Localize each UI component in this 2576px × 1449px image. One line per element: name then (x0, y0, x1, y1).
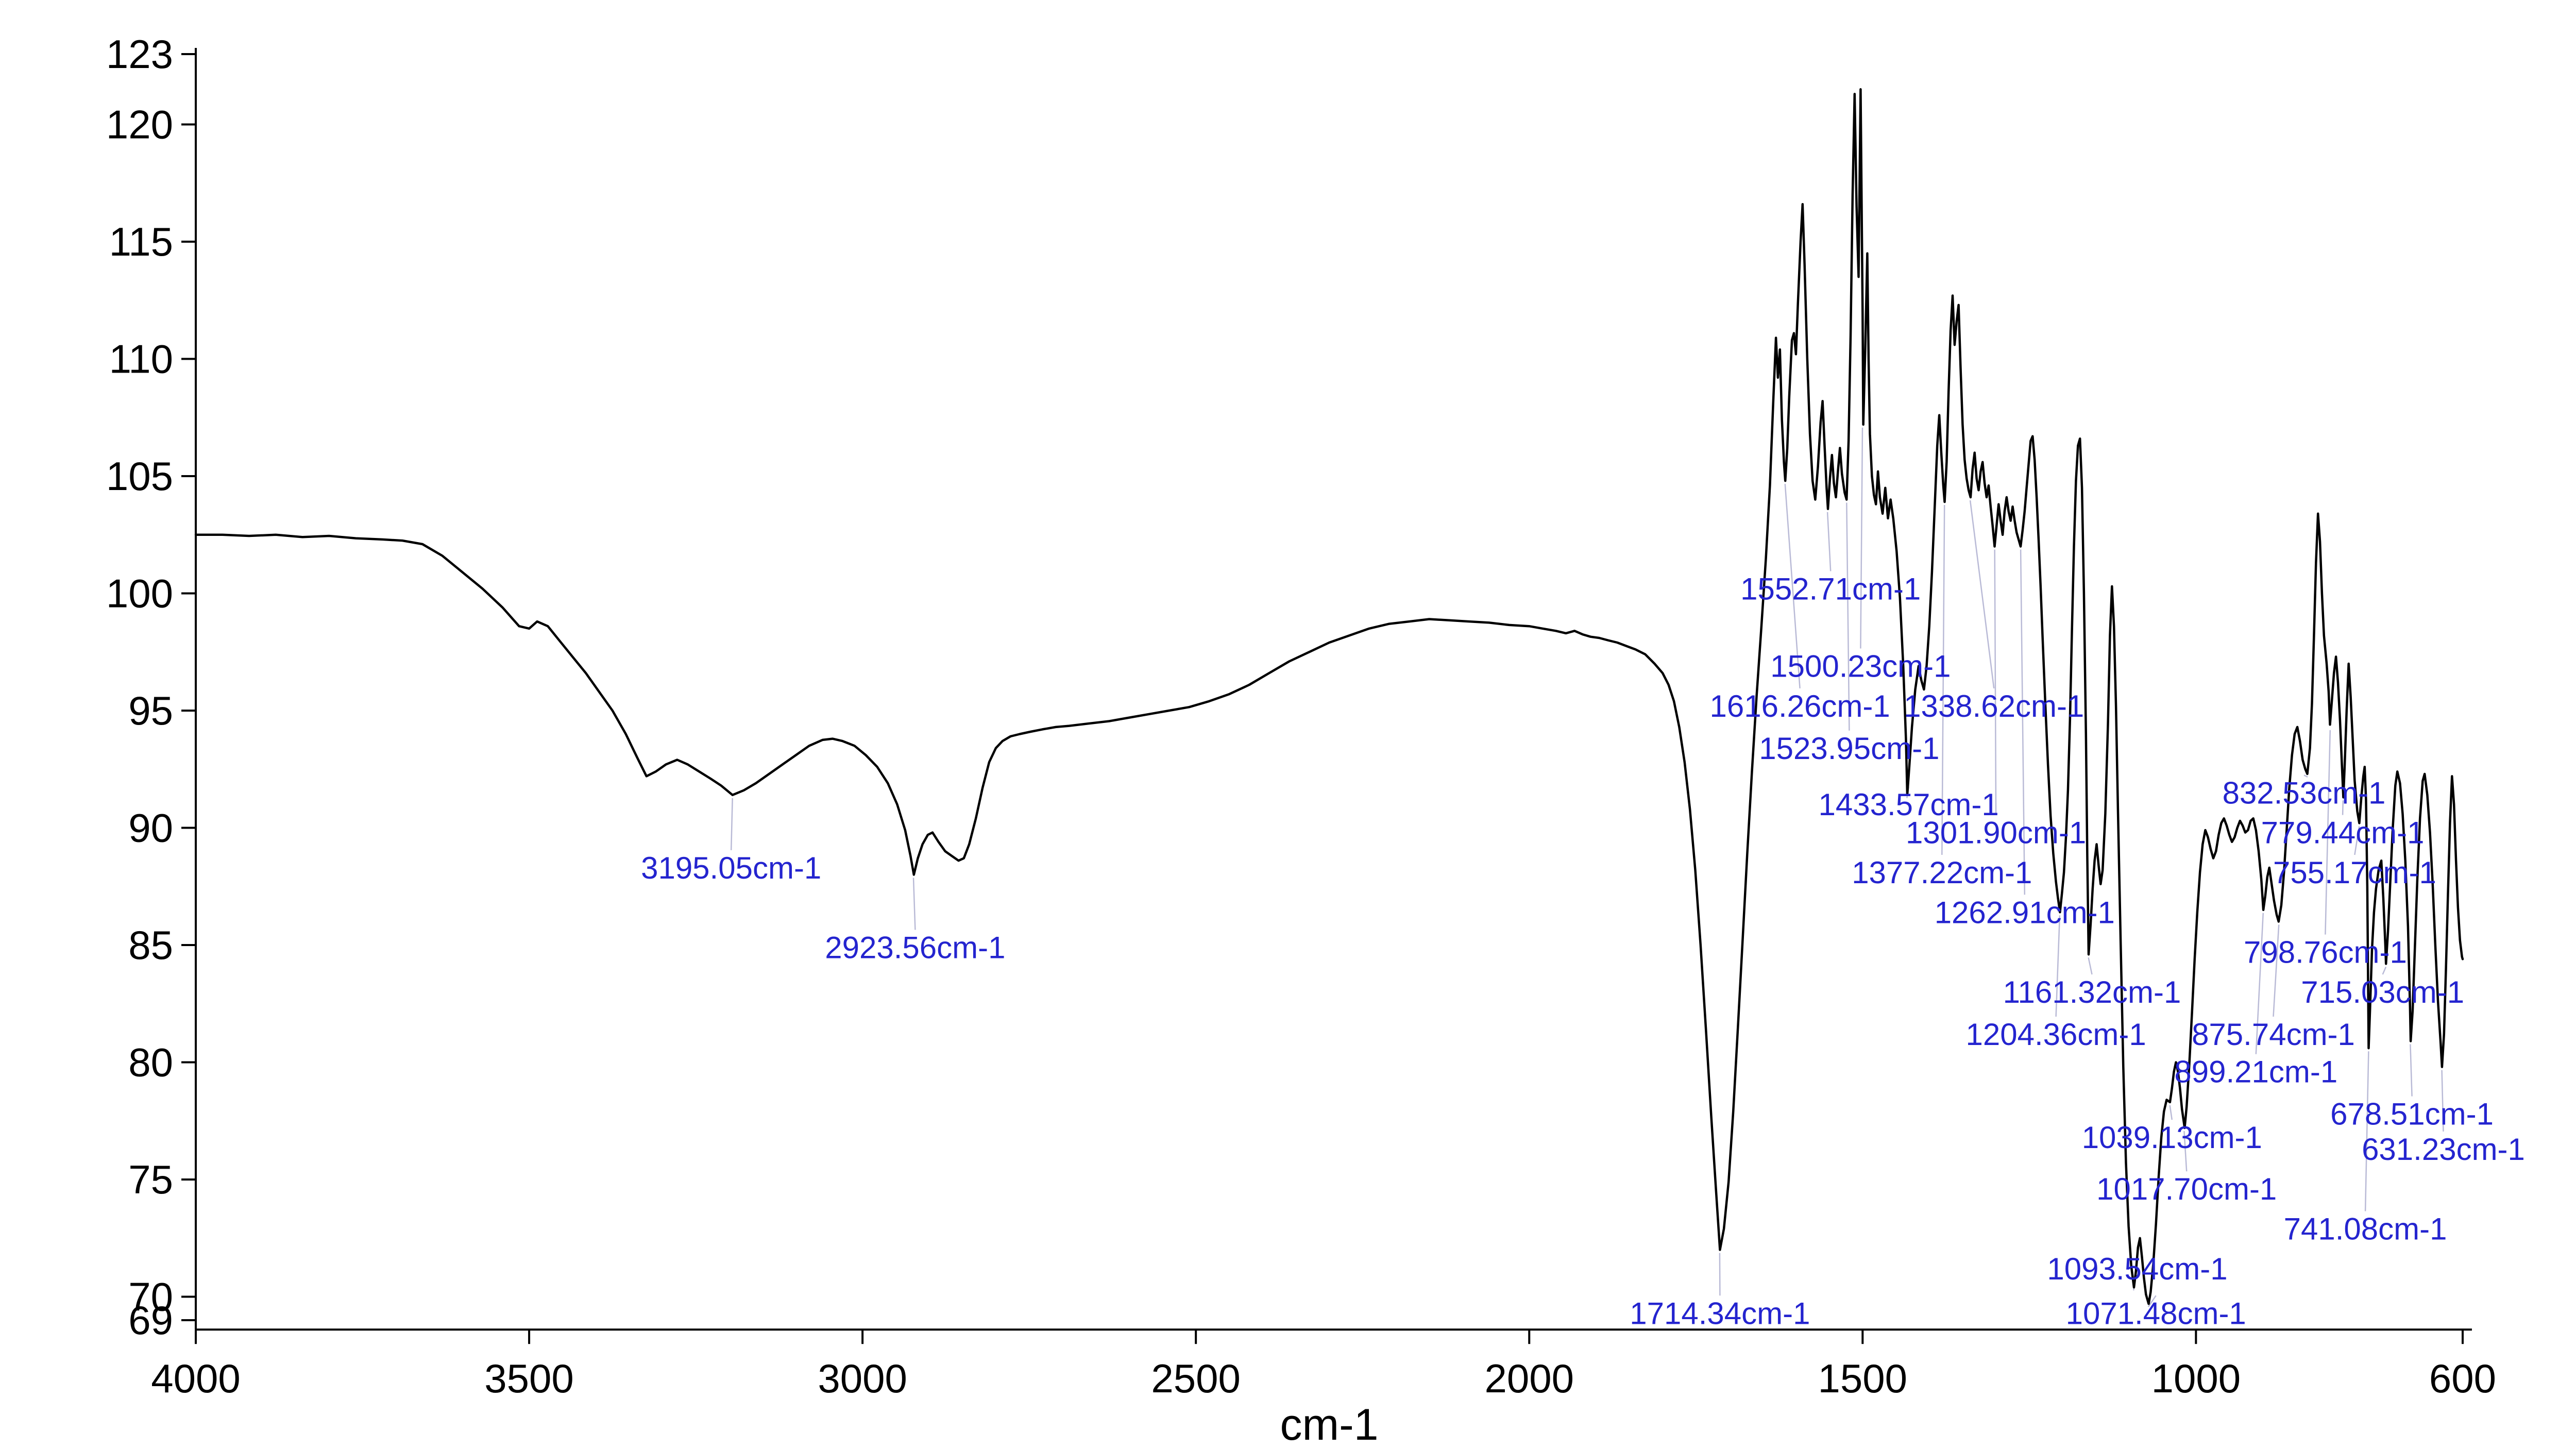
y-tick-label: 123 (106, 31, 173, 77)
peak-annotation-label: 798.76cm-1 (2244, 935, 2407, 970)
annotation-leader-line (1846, 502, 1850, 731)
x-tick-label: 2500 (1151, 1356, 1241, 1401)
y-tick-label: 70 (128, 1274, 173, 1320)
annotation-leader-line (1826, 512, 1832, 571)
peak-annotation-label: 1500.23cm-1 (1770, 649, 1951, 684)
annotation-leader-line (2382, 966, 2387, 975)
peak-annotation-label: 899.21cm-1 (2174, 1055, 2337, 1089)
peak-annotation-label: 741.08cm-1 (2284, 1212, 2447, 1246)
annotation-leader-line (2169, 1105, 2173, 1120)
x-tick-label: 1000 (2151, 1356, 2241, 1401)
annotation-leader-line (2354, 826, 2360, 855)
x-axis-title: cm-1 (1280, 1400, 1379, 1449)
peak-annotation-label: 715.03cm-1 (2301, 975, 2464, 1009)
y-tick-label: 85 (128, 922, 173, 968)
spectrum-line (194, 88, 2464, 1305)
annotation-leader-line (2303, 774, 2308, 778)
peak-annotation-label: 1616.26cm-1 (1709, 689, 1890, 723)
annotation-leader-line (912, 878, 916, 930)
x-tick-label: 2000 (1484, 1356, 1574, 1401)
peak-annotation-label: 1301.90cm-1 (1906, 816, 2086, 850)
x-tick-label: 3500 (484, 1356, 574, 1401)
y-tick-label: 75 (128, 1157, 173, 1202)
annotation-leader-line (2325, 730, 2331, 935)
peak-annotation-label: 779.44cm-1 (2261, 816, 2425, 850)
peak-annotation-label: 1262.91cm-1 (1935, 895, 2115, 930)
peak-annotation-label: 1161.32cm-1 (2003, 975, 2181, 1009)
peak-annotation-label: 1039.13cm-1 (2082, 1120, 2262, 1155)
y-tick-label: 69 (128, 1298, 173, 1343)
peak-annotation-label: 1093.54cm-1 (2047, 1252, 2227, 1286)
peak-annotation-label: 1204.36cm-1 (1965, 1017, 2146, 1052)
peak-annotation-label: 832.53cm-1 (2223, 776, 2386, 810)
annotation-leader-line (730, 798, 733, 850)
annotation-leader-line (2183, 1131, 2188, 1172)
peak-annotation-label: 1338.62cm-1 (1904, 689, 2084, 723)
peak-annotation-label: 875.74cm-1 (2192, 1017, 2355, 1052)
peak-annotation-label: 1433.57cm-1 (1818, 787, 1998, 822)
y-tick-label: 105 (106, 453, 173, 499)
annotation-leader-line (2255, 913, 2264, 1054)
annotation-leader-line (1969, 500, 1995, 689)
peak-annotation-label: 3195.05cm-1 (641, 851, 821, 885)
peak-annotation-label: 1523.95cm-1 (1759, 731, 1939, 766)
annotation-leader-line (1994, 549, 1997, 815)
y-tick-label: 90 (128, 805, 173, 851)
annotation-leader-line (1784, 484, 1801, 688)
annotation-leader-line (1860, 427, 1863, 649)
annotation-leader-line (1941, 504, 1945, 855)
y-tick-label: 95 (128, 688, 173, 733)
y-tick-label: 115 (109, 219, 173, 264)
y-tick-label: 120 (106, 102, 173, 147)
x-tick-label: 3000 (818, 1356, 907, 1401)
annotation-leader-line (2088, 957, 2093, 975)
annotation-leader-line (2147, 1295, 2157, 1307)
peak-annotation-label: 1017.70cm-1 (2096, 1172, 2277, 1206)
peak-annotation-label: 1552.71cm-1 (1740, 571, 1921, 606)
y-tick-label: 100 (106, 571, 173, 616)
annotation-leader-line (2055, 915, 2061, 1017)
peak-annotation-label: 2923.56cm-1 (825, 931, 1005, 965)
x-tick-label: 1500 (1818, 1356, 1908, 1401)
annotation-leader-line (2273, 924, 2280, 1017)
peak-annotation-label: 1071.48cm-1 (2066, 1296, 2246, 1330)
annotation-leader-line (2441, 1070, 2444, 1132)
annotation-leader-line (2020, 549, 2026, 895)
y-tick-label: 80 (128, 1040, 173, 1085)
peak-annotation-label: 631.23cm-1 (2362, 1132, 2525, 1167)
annotation-leader-line (2410, 1044, 2413, 1097)
peak-annotation-label: 1714.34cm-1 (1630, 1296, 1810, 1330)
annotation-leader-line (2364, 1051, 2369, 1211)
peak-annotation-label: 1377.22cm-1 (1852, 855, 2032, 890)
x-tick-label: 600 (2429, 1356, 2496, 1401)
y-tick-label: 110 (109, 336, 173, 382)
peak-annotation-label: 678.51cm-1 (2330, 1097, 2494, 1132)
x-tick-label: 4000 (151, 1356, 241, 1401)
peak-annotation-label: 755.17cm-1 (2273, 855, 2436, 890)
